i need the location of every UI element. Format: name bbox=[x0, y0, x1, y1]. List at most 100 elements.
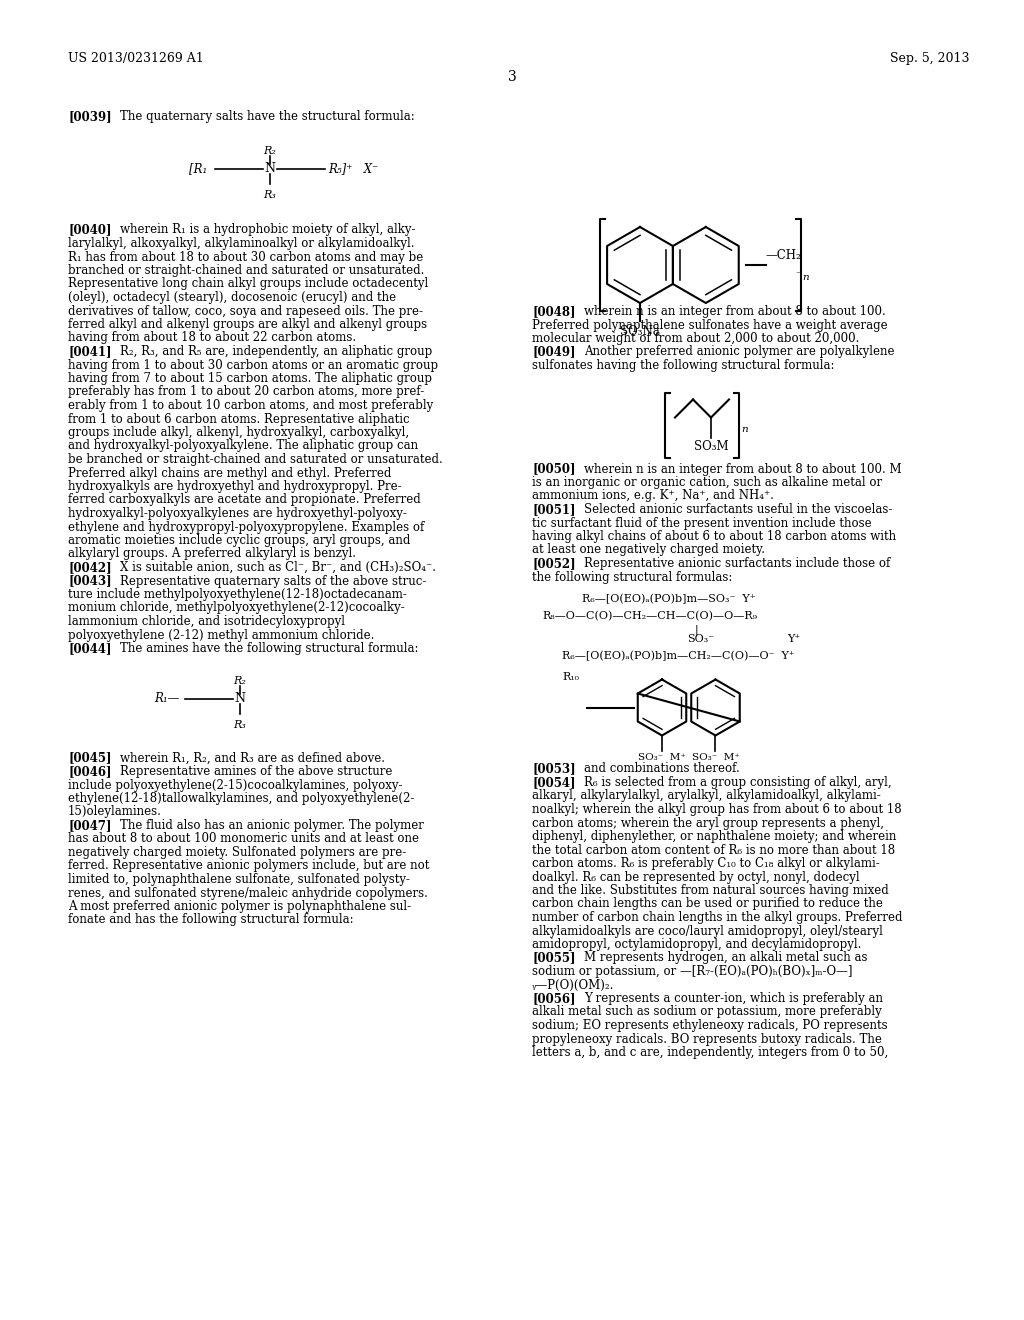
Text: wherein R₁ is a hydrophobic moiety of alkyl, alky-: wherein R₁ is a hydrophobic moiety of al… bbox=[120, 223, 416, 236]
Text: include polyoxyethylene(2-15)cocoalkylamines, polyoxy-: include polyoxyethylene(2-15)cocoalkylam… bbox=[68, 779, 402, 792]
Text: derivatives of tallow, coco, soya and rapeseed oils. The pre-: derivatives of tallow, coco, soya and ra… bbox=[68, 305, 423, 318]
Text: tic surfactant fluid of the present invention include those: tic surfactant fluid of the present inve… bbox=[532, 516, 871, 529]
Text: number of carbon chain lengths in the alkyl groups. Preferred: number of carbon chain lengths in the al… bbox=[532, 911, 902, 924]
Text: [0045]: [0045] bbox=[68, 751, 112, 764]
Text: [0054]: [0054] bbox=[532, 776, 575, 789]
Text: lammonium chloride, and isotridecyloxypropyl: lammonium chloride, and isotridecyloxypr… bbox=[68, 615, 345, 628]
Text: letters a, b, and c are, independently, integers from 0 to 50,: letters a, b, and c are, independently, … bbox=[532, 1045, 888, 1059]
Text: molecular weight of from about 2,000 to about 20,000.: molecular weight of from about 2,000 to … bbox=[532, 333, 859, 345]
Text: [0048]: [0048] bbox=[532, 305, 575, 318]
Text: diphenyl, diphenylether, or naphthalene moiety; and wherein: diphenyl, diphenylether, or naphthalene … bbox=[532, 830, 896, 843]
Text: the total carbon atom content of R₆ is no more than about 18: the total carbon atom content of R₆ is n… bbox=[532, 843, 895, 857]
Text: Representative long chain alkyl groups include octadecentyl: Representative long chain alkyl groups i… bbox=[68, 277, 428, 290]
Text: alkylaryl groups. A preferred alkylaryl is benzyl.: alkylaryl groups. A preferred alkylaryl … bbox=[68, 548, 356, 561]
Text: and the like. Substitutes from natural sources having mixed: and the like. Substitutes from natural s… bbox=[532, 884, 889, 898]
Text: ethylene and hydroxypropyl-polyoxypropylene. Examples of: ethylene and hydroxypropyl-polyoxypropyl… bbox=[68, 520, 424, 533]
Text: [R₁: [R₁ bbox=[188, 162, 207, 176]
Text: SO₃⁻: SO₃⁻ bbox=[687, 635, 714, 644]
Text: alkylamidoalkyls are coco/lauryl amidopropyl, oleyl/stearyl: alkylamidoalkyls are coco/lauryl amidopr… bbox=[532, 924, 883, 937]
Text: SO₃M: SO₃M bbox=[693, 440, 728, 453]
Text: 15)oleylamines.: 15)oleylamines. bbox=[68, 805, 162, 818]
Text: is an inorganic or organic cation, such as alkaline metal or: is an inorganic or organic cation, such … bbox=[532, 477, 882, 488]
Text: monium chloride, methylpolyoxyethylene(2-12)cocoalky-: monium chloride, methylpolyoxyethylene(2… bbox=[68, 602, 404, 615]
Text: [0042]: [0042] bbox=[68, 561, 112, 574]
Text: propyleneoxy radicals. BO represents butoxy radicals. The: propyleneoxy radicals. BO represents but… bbox=[532, 1032, 882, 1045]
Text: hydroxyalkyls are hydroxyethyl and hydroxypropyl. Pre-: hydroxyalkyls are hydroxyethyl and hydro… bbox=[68, 480, 401, 492]
Text: [0040]: [0040] bbox=[68, 223, 112, 236]
Text: at least one negatively charged moiety.: at least one negatively charged moiety. bbox=[532, 544, 765, 557]
Text: [0046]: [0046] bbox=[68, 766, 112, 777]
Text: having from 7 to about 15 carbon atoms. The aliphatic group: having from 7 to about 15 carbon atoms. … bbox=[68, 372, 432, 385]
Text: ferred carboxyalkyls are acetate and propionate. Preferred: ferred carboxyalkyls are acetate and pro… bbox=[68, 494, 421, 507]
Text: |: | bbox=[695, 624, 698, 635]
Text: R₅]⁺   X⁻: R₅]⁺ X⁻ bbox=[328, 162, 379, 176]
Text: carbon atoms. R₆ is preferably C₁₀ to C₁₈ alkyl or alkylami-: carbon atoms. R₆ is preferably C₁₀ to C₁… bbox=[532, 857, 880, 870]
Text: alkaryl, alkylarylalkyl, arylalkyl, alkylamidoalkyl, alkylami-: alkaryl, alkylarylalkyl, arylalkyl, alky… bbox=[532, 789, 881, 803]
Text: and hydroxyalkyl-polyoxyalkylene. The aliphatic group can: and hydroxyalkyl-polyoxyalkylene. The al… bbox=[68, 440, 418, 453]
Text: US 2013/0231269 A1: US 2013/0231269 A1 bbox=[68, 51, 204, 65]
Text: groups include alkyl, alkenyl, hydroxyalkyl, carboxyalkyl,: groups include alkyl, alkenyl, hydroxyal… bbox=[68, 426, 410, 440]
Text: sodium; EO represents ethyleneoxy radicals, PO represents: sodium; EO represents ethyleneoxy radica… bbox=[532, 1019, 888, 1032]
Text: N: N bbox=[234, 692, 246, 705]
Text: Representative anionic surfactants include those of: Representative anionic surfactants inclu… bbox=[584, 557, 890, 570]
Text: M represents hydrogen, an alkali metal such as: M represents hydrogen, an alkali metal s… bbox=[584, 952, 867, 965]
Text: R₁ has from about 18 to about 30 carbon atoms and may be: R₁ has from about 18 to about 30 carbon … bbox=[68, 251, 423, 264]
Text: fonate and has the following structural formula:: fonate and has the following structural … bbox=[68, 913, 353, 927]
Text: ferred. Representative anionic polymers include, but are not: ferred. Representative anionic polymers … bbox=[68, 859, 429, 873]
Text: ferred alkyl and alkenyl groups are alkyl and alkenyl groups: ferred alkyl and alkenyl groups are alky… bbox=[68, 318, 427, 331]
Text: alkali metal such as sodium or potassium, more preferably: alkali metal such as sodium or potassium… bbox=[532, 1006, 882, 1019]
Text: R₆ is selected from a group consisting of alkyl, aryl,: R₆ is selected from a group consisting o… bbox=[584, 776, 892, 789]
Text: doalkyl. R₆ can be represented by octyl, nonyl, dodecyl: doalkyl. R₆ can be represented by octyl,… bbox=[532, 870, 859, 883]
Text: Representative quaternary salts of the above struc-: Representative quaternary salts of the a… bbox=[120, 574, 426, 587]
Text: The quaternary salts have the structural formula:: The quaternary salts have the structural… bbox=[120, 110, 415, 123]
Text: amidopropyl, octylamidopropyl, and decylamidopropyl.: amidopropyl, octylamidopropyl, and decyl… bbox=[532, 939, 861, 950]
Text: limited to, polynaphthalene sulfonate, sulfonated polysty-: limited to, polynaphthalene sulfonate, s… bbox=[68, 873, 410, 886]
Text: R₂: R₂ bbox=[263, 147, 276, 157]
Text: R₈—O—C(O)—CH₂—CH—C(O)—O—R₉: R₈—O—C(O)—CH₂—CH—C(O)—O—R₉ bbox=[542, 610, 757, 620]
Text: carbon atoms; wherein the aryl group represents a phenyl,: carbon atoms; wherein the aryl group rep… bbox=[532, 817, 884, 829]
Text: ⁻: ⁻ bbox=[796, 271, 801, 279]
Text: R₃: R₃ bbox=[263, 190, 276, 201]
Text: 3: 3 bbox=[508, 70, 516, 84]
Text: has about 8 to about 100 monomeric units and at least one: has about 8 to about 100 monomeric units… bbox=[68, 833, 419, 846]
Text: ammonium ions, e.g. K⁺, Na⁺, and NH₄⁺.: ammonium ions, e.g. K⁺, Na⁺, and NH₄⁺. bbox=[532, 490, 774, 503]
Text: branched or straight-chained and saturated or unsaturated.: branched or straight-chained and saturat… bbox=[68, 264, 424, 277]
Text: wherein n is an integer from about 8 to about 100.: wherein n is an integer from about 8 to … bbox=[584, 305, 886, 318]
Text: renes, and sulfonated styrene/maleic anhydride copolymers.: renes, and sulfonated styrene/maleic anh… bbox=[68, 887, 428, 899]
Text: the following structural formulas:: the following structural formulas: bbox=[532, 570, 732, 583]
Text: having alkyl chains of about 6 to about 18 carbon atoms with: having alkyl chains of about 6 to about … bbox=[532, 531, 896, 543]
Text: from 1 to about 6 carbon atoms. Representative aliphatic: from 1 to about 6 carbon atoms. Represen… bbox=[68, 412, 410, 425]
Text: R₂: R₂ bbox=[233, 676, 247, 686]
Text: ethylene(12-18)tallowalkylamines, and polyoxyethylene(2-: ethylene(12-18)tallowalkylamines, and po… bbox=[68, 792, 415, 805]
Text: [0051]: [0051] bbox=[532, 503, 575, 516]
Text: Another preferred anionic polymer are polyalkylene: Another preferred anionic polymer are po… bbox=[584, 346, 895, 359]
Text: SO₃Na: SO₃Na bbox=[621, 325, 659, 338]
Text: Y represents a counter-ion, which is preferably an: Y represents a counter-ion, which is pre… bbox=[584, 993, 883, 1005]
Text: SO₃⁻  M⁺: SO₃⁻ M⁺ bbox=[691, 754, 739, 763]
Text: preferably has from 1 to about 20 carbon atoms, more pref-: preferably has from 1 to about 20 carbon… bbox=[68, 385, 424, 399]
Text: R₂, R₃, and R₅ are, independently, an aliphatic group: R₂, R₃, and R₅ are, independently, an al… bbox=[120, 345, 432, 358]
Text: Selected anionic surfactants useful in the viscoelas-: Selected anionic surfactants useful in t… bbox=[584, 503, 892, 516]
Text: polyoxyethylene (2-12) methyl ammonium chloride.: polyoxyethylene (2-12) methyl ammonium c… bbox=[68, 628, 375, 642]
Text: R₆—[O(EO)ₐ(PO)b]m—CH₂—C(O)—O⁻  Y⁺: R₆—[O(EO)ₐ(PO)b]m—CH₂—C(O)—O⁻ Y⁺ bbox=[562, 651, 795, 661]
Text: having from about 18 to about 22 carbon atoms.: having from about 18 to about 22 carbon … bbox=[68, 331, 356, 345]
Text: N: N bbox=[264, 162, 275, 176]
Text: ᵧ—P(O)(OM)₂.: ᵧ—P(O)(OM)₂. bbox=[532, 978, 614, 991]
Text: Preferred alkyl chains are methyl and ethyl. Preferred: Preferred alkyl chains are methyl and et… bbox=[68, 466, 391, 479]
Text: ture include methylpolyoxyethylene(12-18)octadecanam-: ture include methylpolyoxyethylene(12-18… bbox=[68, 587, 407, 601]
Text: wherein R₁, R₂, and R₃ are as defined above.: wherein R₁, R₂, and R₃ are as defined ab… bbox=[120, 751, 385, 764]
Text: R₁—: R₁— bbox=[155, 692, 180, 705]
Text: be branched or straight-chained and saturated or unsaturated.: be branched or straight-chained and satu… bbox=[68, 453, 442, 466]
Text: [0052]: [0052] bbox=[532, 557, 575, 570]
Text: [0044]: [0044] bbox=[68, 642, 112, 655]
Text: aromatic moieties include cyclic groups, aryl groups, and: aromatic moieties include cyclic groups,… bbox=[68, 535, 411, 546]
Text: The amines have the following structural formula:: The amines have the following structural… bbox=[120, 642, 419, 655]
Text: [0049]: [0049] bbox=[532, 346, 575, 359]
Text: noalkyl; wherein the alkyl group has from about 6 to about 18: noalkyl; wherein the alkyl group has fro… bbox=[532, 803, 901, 816]
Text: [0056]: [0056] bbox=[532, 993, 575, 1005]
Text: n: n bbox=[741, 425, 748, 434]
Text: [0047]: [0047] bbox=[68, 818, 112, 832]
Text: [0050]: [0050] bbox=[532, 462, 575, 475]
Text: R₆—[O(EO)ₐ(PO)b]m—SO₃⁻  Y⁺: R₆—[O(EO)ₐ(PO)b]m—SO₃⁻ Y⁺ bbox=[582, 594, 756, 605]
Text: —CH₂: —CH₂ bbox=[766, 249, 802, 261]
